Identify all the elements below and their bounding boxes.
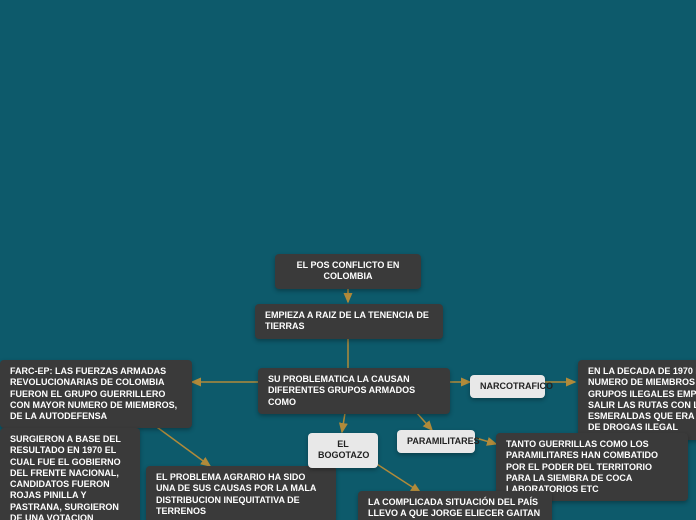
node-raiz[interactable]: EMPIEZA A RAIZ DE LA TENENCIA DE TIERRAS: [255, 304, 443, 339]
node-bogotazo[interactable]: EL BOGOTAZO: [308, 433, 378, 468]
node-root[interactable]: EL POS CONFLICTO EN COLOMBIA: [275, 254, 421, 289]
node-m19[interactable]: SURGIERON A BASE DEL RESULTADO EN 1970 E…: [0, 428, 140, 520]
node-narcotrafico[interactable]: NARCOTRAFICO: [470, 375, 545, 398]
mindmap-canvas: EL POS CONFLICTO EN COLOMBIA EMPIEZA A R…: [0, 0, 696, 520]
node-agrario[interactable]: EL PROBLEMA AGRARIO HA SIDO UNA DE SUS C…: [146, 466, 336, 520]
node-paramilitares[interactable]: PARAMILITARES: [397, 430, 475, 453]
node-gaitan[interactable]: LA COMPLICADA SITUACIÓN DEL PAÍS LLEVO A…: [358, 491, 552, 520]
node-problematica[interactable]: SU PROBLEMATICA LA CAUSAN DIFERENTES GRU…: [258, 368, 450, 414]
node-farc[interactable]: FARC-EP: LAS FUERZAS ARMADAS REVOLUCIONA…: [0, 360, 192, 428]
node-decada1970[interactable]: EN LA DECADA DE 1970 EL NUMERO DE MIEMBR…: [578, 360, 696, 440]
